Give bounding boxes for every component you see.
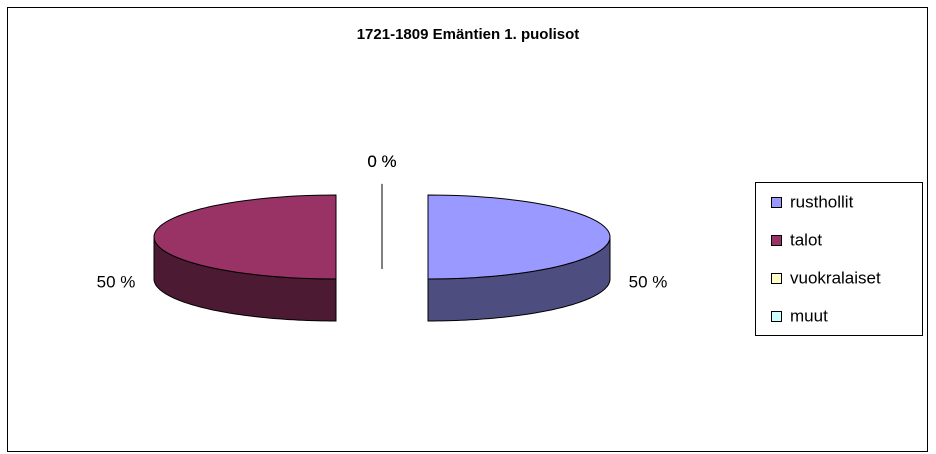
pie-slice — [427, 194, 611, 322]
chart-title: 1721-1809 Emäntien 1. puolisot — [357, 26, 580, 43]
pie-slice-part — [153, 194, 337, 280]
legend-label: vuokralaiset — [790, 268, 881, 287]
legend-swatch — [771, 273, 782, 284]
legend-swatch — [771, 311, 782, 322]
pie-slice-part — [427, 194, 611, 280]
data-label: 50 % — [97, 272, 136, 291]
data-label: 50 % — [629, 272, 668, 291]
legend-label: rusthollit — [790, 192, 854, 211]
legend-box — [755, 182, 923, 336]
legend-label: muut — [790, 306, 828, 325]
legend-swatch — [771, 197, 782, 208]
legend-label: talot — [790, 230, 822, 249]
pie-slice — [153, 194, 337, 322]
data-label: 0 % — [367, 152, 396, 171]
legend-swatch — [771, 235, 782, 246]
data-label: 0 % — [367, 152, 396, 171]
